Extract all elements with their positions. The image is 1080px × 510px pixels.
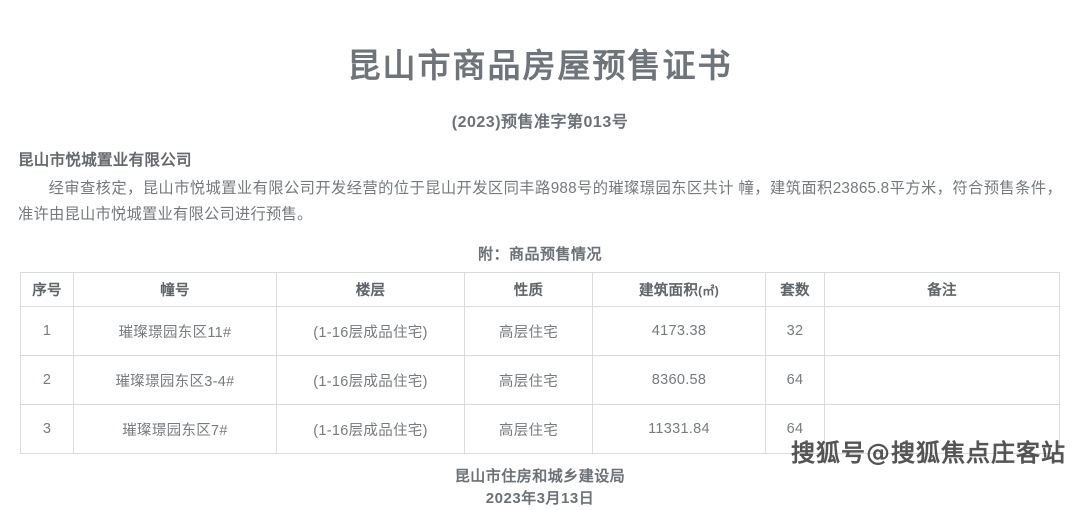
column-header-index: 序号: [20, 272, 74, 308]
footer-block: 昆山市住房和城乡建设局 2023年3月13日: [0, 466, 1080, 510]
issuing-authority: 昆山市住房和城乡建设局: [454, 468, 626, 486]
column-header-nature: 性质: [464, 272, 593, 308]
cell-area: 4173.38: [592, 306, 766, 357]
column-header-area: 建筑面积(㎡): [592, 272, 766, 308]
cell-area: 11331.84: [592, 404, 766, 455]
cell-index: 3: [20, 404, 74, 455]
column-header-building: 幢号: [73, 272, 277, 308]
certificate-number: (2023)预售准字第013号: [451, 113, 629, 131]
cell-building: 璀璨璟园东区11#: [73, 306, 277, 357]
presale-table-wrapper: 序号 幢号 楼层 性质 建筑面积(㎡) 套数 备注 1 璀璨璟园东区11# (1-1…: [20, 272, 1060, 455]
table-header: 序号 幢号 楼层 性质 建筑面积(㎡) 套数 备注: [20, 272, 1060, 308]
column-header-floor: 楼层: [276, 272, 465, 308]
table-row: 2 璀璨璟园东区3-4# (1-16层成品住宅) 高层住宅 8360.58 64: [20, 355, 1060, 406]
cell-remark: [824, 306, 1060, 357]
cell-floor: (1-16层成品住宅): [276, 355, 465, 406]
certificate-page: 昆山市商品房屋预售证书 (2023)预售准字第013号 昆山市悦城置业有限公司 …: [0, 22, 1080, 507]
column-header-units: 套数: [765, 272, 825, 308]
column-header-remark: 备注: [824, 272, 1060, 308]
cell-units: 32: [765, 306, 825, 357]
cell-floor: (1-16层成品住宅): [276, 306, 465, 357]
table-row: 3 璀璨璟园东区7# (1-16层成品住宅) 高层住宅 11331.84 64: [20, 404, 1060, 455]
cell-remark: [824, 404, 1060, 455]
cell-nature: 高层住宅: [464, 306, 593, 357]
column-header-area-unit: (㎡): [698, 284, 720, 299]
cell-building: 璀璨璟园东区3-4#: [73, 355, 277, 406]
cell-remark: [824, 355, 1060, 406]
cell-floor: (1-16层成品住宅): [276, 404, 465, 455]
table-row: 1 璀璨璟园东区11# (1-16层成品住宅) 高层住宅 4173.38 32: [20, 306, 1060, 357]
table-body: 1 璀璨璟园东区11# (1-16层成品住宅) 高层住宅 4173.38 32 2 璀璨璟园东…: [20, 306, 1060, 455]
body-section: 昆山市悦城置业有限公司 经审查核定，昆山市悦城置业有限公司开发经营的位于昆山开发…: [0, 148, 1080, 264]
cell-nature: 高层住宅: [464, 355, 593, 406]
company-name: 昆山市悦城置业有限公司: [18, 151, 192, 169]
cell-area: 8360.58: [592, 355, 766, 406]
cell-units: 64: [765, 355, 825, 406]
table-header-row: 序号 幢号 楼层 性质 建筑面积(㎡) 套数 备注: [20, 272, 1060, 308]
cell-nature: 高层住宅: [464, 404, 593, 455]
cell-index: 1: [20, 306, 74, 357]
presale-table: 序号 幢号 楼层 性质 建筑面积(㎡) 套数 备注 1 璀璨璟园东区11# (1-1…: [20, 272, 1060, 455]
cell-units: 64: [765, 404, 825, 455]
certificate-body-paragraph: 经审查核定，昆山市悦城置业有限公司开发经营的位于昆山开发区同丰路988号的璀璨璟…: [18, 179, 1062, 223]
page-title: 昆山市商品房屋预售证书: [347, 47, 733, 85]
watermark-text: 搜狐号@搜狐焦点庄客站: [791, 439, 1066, 468]
cell-building: 璀璨璟园东区7#: [73, 404, 277, 455]
column-header-area-label: 建筑面积: [638, 283, 699, 300]
cell-index: 2: [20, 355, 74, 406]
attachment-label: 附：商品预售情况: [477, 246, 602, 264]
issue-date: 2023年3月13日: [485, 490, 595, 508]
